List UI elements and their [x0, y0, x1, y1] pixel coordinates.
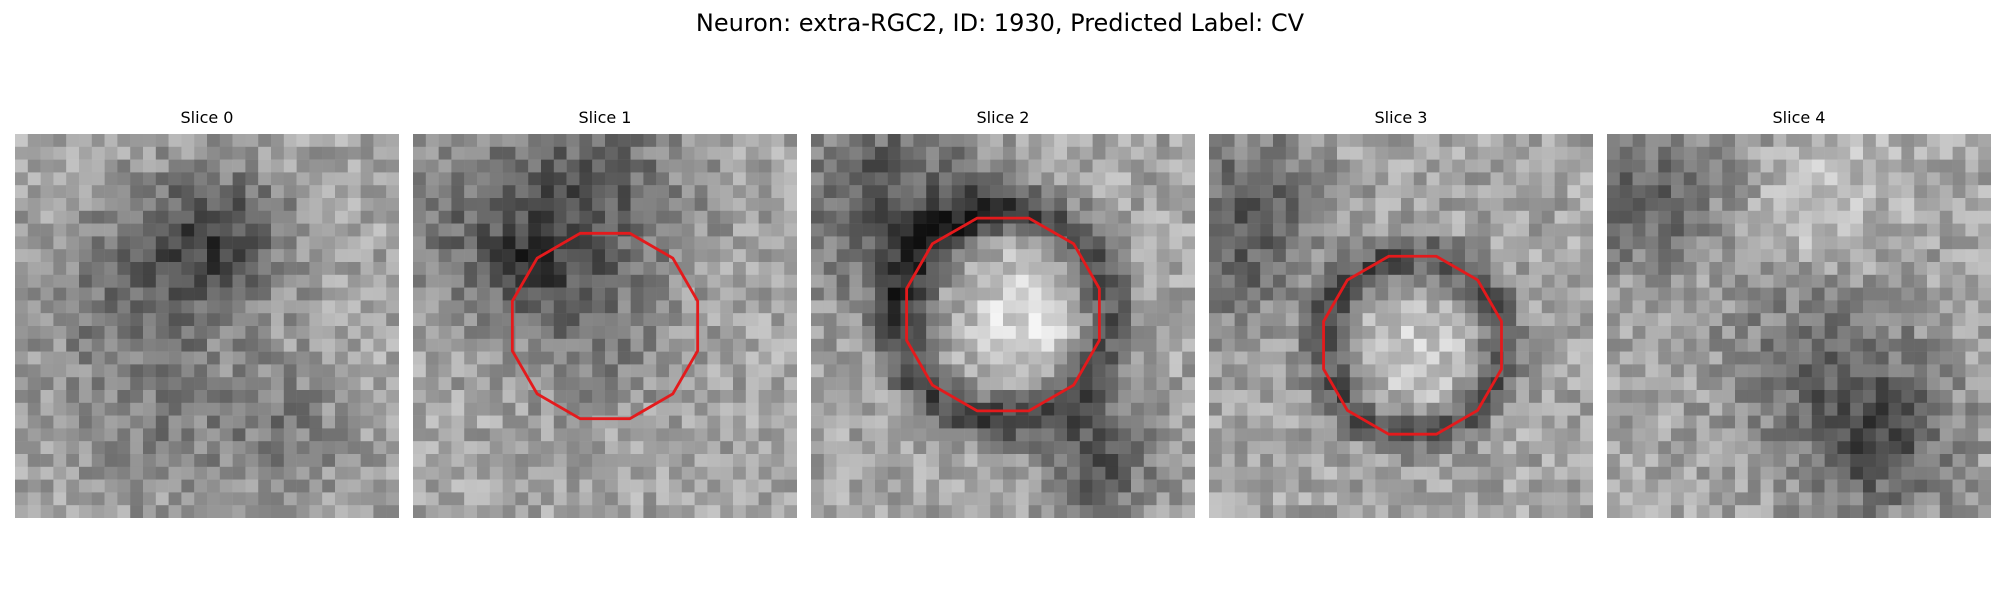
segmentation-contour	[1322, 254, 1503, 436]
segmentation-contour	[510, 231, 700, 421]
slice-image	[15, 134, 399, 518]
slice-panel-0: Slice 0	[15, 108, 399, 518]
slice-image	[413, 134, 797, 518]
segmentation-contour	[905, 216, 1101, 413]
slice-panel-1: Slice 1	[413, 108, 797, 518]
slice-title: Slice 3	[1374, 108, 1428, 127]
slice-title: Slice 1	[578, 108, 632, 127]
slice-title: Slice 0	[180, 108, 234, 127]
slice-image	[1607, 134, 1991, 518]
slice-panel-4: Slice 4	[1607, 108, 1991, 518]
slice-panel-2: Slice 2	[811, 108, 1195, 518]
slice-image	[1209, 134, 1593, 518]
figure-title: Neuron: extra-RGC2, ID: 1930, Predicted …	[695, 9, 1305, 37]
slice-panel-3: Slice 3	[1209, 108, 1593, 518]
slice-title: Slice 2	[976, 108, 1030, 127]
slice-title: Slice 4	[1772, 108, 1826, 127]
slice-image	[811, 134, 1195, 518]
